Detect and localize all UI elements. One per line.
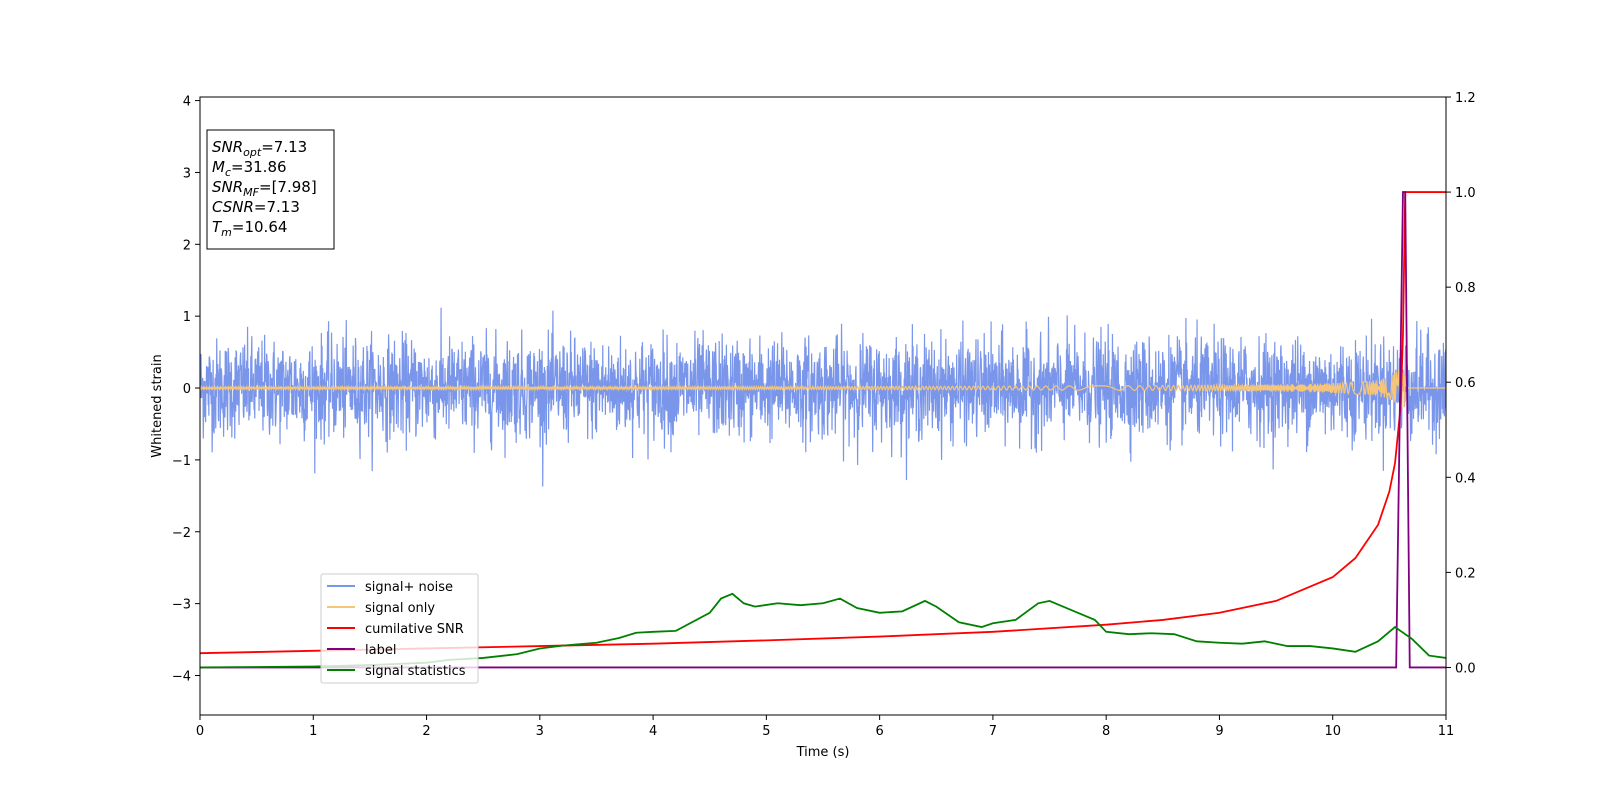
y-left-tick-label: 2 bbox=[183, 238, 191, 253]
annotation-box: SNRopt=7.13Mc=31.86SNRMF=[7.98]CSNR=7.13… bbox=[206, 129, 335, 250]
legend: signal+ noise signal only cumilative SNR la… bbox=[320, 573, 479, 684]
annotation-frame bbox=[206, 129, 335, 250]
x-tick-label: 9 bbox=[1215, 724, 1223, 739]
y-right-tick-label: 0.4 bbox=[1455, 471, 1476, 486]
y-right-tick-label: 0.2 bbox=[1455, 566, 1476, 581]
x-tick-label: 8 bbox=[1102, 724, 1110, 739]
x-tick-label: 11 bbox=[1438, 724, 1455, 739]
x-tick-label: 2 bbox=[422, 724, 430, 739]
x-tick-label: 1 bbox=[309, 724, 317, 739]
annotation-line: Tm=10.64 bbox=[212, 218, 287, 239]
annotation-line: SNRopt=7.13 bbox=[212, 138, 307, 159]
x-tick-label: 6 bbox=[875, 724, 883, 739]
x-tick-label: 4 bbox=[649, 724, 657, 739]
y-right-tick-label: 0.6 bbox=[1455, 376, 1476, 391]
y-left-tick-label: −1 bbox=[172, 454, 191, 469]
x-tick-label: 10 bbox=[1324, 724, 1341, 739]
x-axis: 0 1 2 3 4 5 6 7 8 9 10 11 bbox=[196, 715, 1454, 739]
y-left-tick-label: −4 bbox=[172, 669, 191, 684]
series-label bbox=[200, 191, 1446, 669]
series-cumilative-snr bbox=[200, 191, 1446, 655]
x-axis-label: Time (s) bbox=[796, 745, 850, 760]
x-tick-label: 0 bbox=[196, 724, 204, 739]
plot-area-frame bbox=[199, 96, 1447, 716]
legend-label: signal+ noise bbox=[365, 580, 453, 595]
annotation-line: CSNR=7.13 bbox=[212, 198, 300, 216]
y-left-tick-label: 0 bbox=[183, 382, 191, 397]
y-left-tick-label: 3 bbox=[183, 166, 191, 181]
x-tick-label: 5 bbox=[762, 724, 770, 739]
y-axis-left: 4 3 2 1 0 −1 −2 −3 −4 bbox=[172, 95, 200, 684]
legend-label: cumilative SNR bbox=[365, 622, 464, 637]
y-right-tick-label: 0.8 bbox=[1455, 281, 1476, 296]
legend-label: label bbox=[365, 643, 396, 658]
y-left-tick-label: 1 bbox=[183, 310, 191, 325]
series-signal-only bbox=[200, 369, 1446, 408]
y-right-tick-label: 1.0 bbox=[1455, 186, 1476, 201]
legend-label: signal statistics bbox=[365, 664, 466, 679]
legend-frame bbox=[320, 573, 479, 684]
x-tick-label: 3 bbox=[536, 724, 544, 739]
y-right-tick-label: 1.2 bbox=[1455, 91, 1476, 106]
y-left-tick-label: −3 bbox=[172, 598, 191, 613]
y-right-tick-label: 0.0 bbox=[1455, 661, 1476, 676]
y-left-tick-label: −2 bbox=[172, 526, 191, 541]
series-signal-statistics bbox=[200, 592, 1446, 669]
annotation-line: Mc=31.86 bbox=[212, 158, 287, 179]
annotation-line: SNRMF=[7.98] bbox=[212, 178, 317, 199]
y-axis-label: Whitened strain bbox=[150, 354, 165, 457]
x-tick-label: 7 bbox=[989, 724, 997, 739]
y-left-tick-label: 4 bbox=[183, 95, 191, 110]
y-axis-right: 1.2 1.0 0.8 0.6 0.4 0.2 0.0 bbox=[1446, 91, 1476, 676]
series-layer bbox=[200, 191, 1446, 669]
legend-label: signal only bbox=[365, 601, 435, 616]
